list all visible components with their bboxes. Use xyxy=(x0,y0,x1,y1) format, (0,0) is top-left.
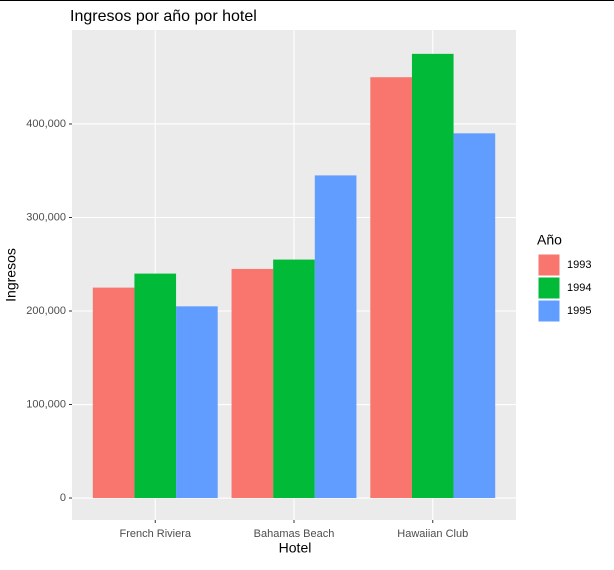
bar xyxy=(232,269,274,498)
bar xyxy=(454,133,496,498)
bar xyxy=(412,54,454,498)
bar xyxy=(273,260,315,498)
legend-label: 1994 xyxy=(567,282,591,294)
x-tick-label: French Riviera xyxy=(119,528,191,540)
y-tick-label: 200,000 xyxy=(26,305,66,317)
legend-label: 1995 xyxy=(567,305,591,317)
chart-title: Ingresos por año por hotel xyxy=(70,8,257,25)
legend-title: Año xyxy=(537,232,562,248)
y-tick-label: 0 xyxy=(60,492,66,504)
bar xyxy=(315,175,357,498)
legend-key xyxy=(538,277,560,299)
bar xyxy=(134,274,176,498)
bar xyxy=(93,288,135,498)
y-tick-label: 400,000 xyxy=(26,118,66,130)
legend-key xyxy=(538,254,560,276)
x-tick-label: Hawaiian Club xyxy=(397,528,468,540)
y-tick-label: 100,000 xyxy=(26,398,66,410)
legend-key xyxy=(538,300,560,322)
y-tick-label: 300,000 xyxy=(26,211,66,223)
bar xyxy=(176,306,218,498)
chart: Ingresos por año por hotel Hotel Ingreso… xyxy=(0,0,614,565)
legend-label: 1993 xyxy=(567,259,591,271)
x-tick-label: Bahamas Beach xyxy=(254,528,335,540)
bar xyxy=(370,77,412,498)
y-axis-title: Ingresos xyxy=(3,248,19,302)
x-axis-title: Hotel xyxy=(279,540,312,556)
